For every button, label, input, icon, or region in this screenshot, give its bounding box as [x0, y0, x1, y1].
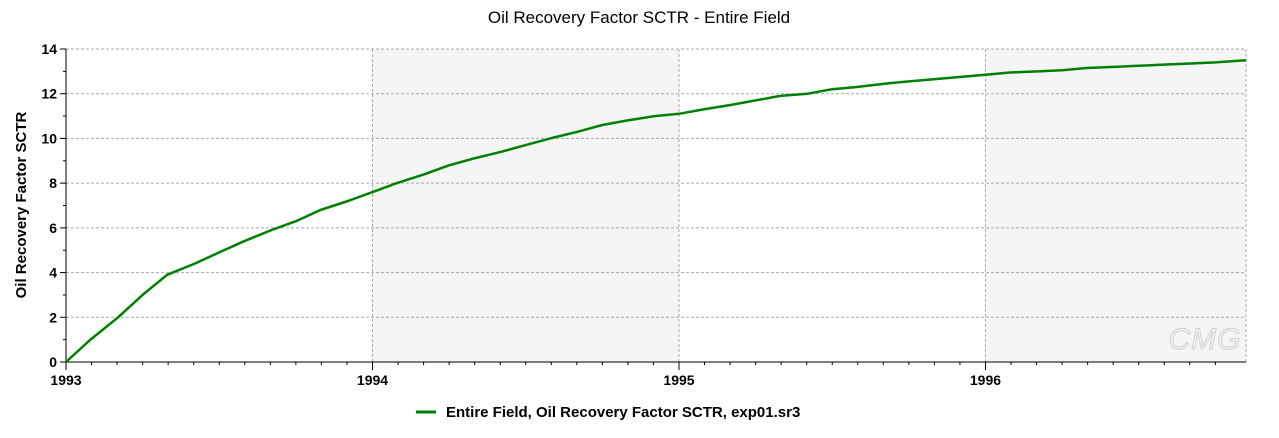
x-axis-ticks: 1993 1994 1995 1996: [50, 362, 1216, 388]
y-tick-label-12: 12: [41, 86, 57, 102]
x-tick-label-1996: 1996: [970, 372, 1001, 388]
year-band-1994: [372, 49, 679, 362]
legend: Entire Field, Oil Recovery Factor SCTR, …: [416, 404, 800, 421]
y-axis-label: Oil Recovery Factor SCTR: [13, 111, 30, 298]
y-tick-label-4: 4: [49, 265, 57, 281]
axes: [65, 49, 1246, 368]
y-tick-label-2: 2: [49, 309, 57, 325]
chart-title: Oil Recovery Factor SCTR - Entire Field: [488, 8, 790, 27]
x-tick-label-1994: 1994: [357, 372, 388, 388]
y-tick-label-8: 8: [49, 175, 57, 191]
y-tick-label-10: 10: [41, 130, 57, 146]
x-tick-label-1993: 1993: [50, 372, 81, 388]
grid-lines: [66, 48, 1247, 362]
y-tick-label-0: 0: [49, 354, 57, 370]
series-lines: [65, 58, 1247, 363]
plot-background: [66, 49, 1246, 362]
cmg-watermark-logo: CMG: [1169, 323, 1242, 356]
y-tick-label-6: 6: [49, 220, 57, 236]
series-line-0: [65, 58, 1247, 363]
y-axis-ticks: 0 2 4 6 8 10 12 14: [41, 41, 66, 370]
x-tick-label-1995: 1995: [663, 372, 694, 388]
y-tick-label-14: 14: [41, 41, 57, 57]
legend-label: Entire Field, Oil Recovery Factor SCTR, …: [446, 404, 800, 421]
year-band-1996: [985, 49, 1246, 362]
